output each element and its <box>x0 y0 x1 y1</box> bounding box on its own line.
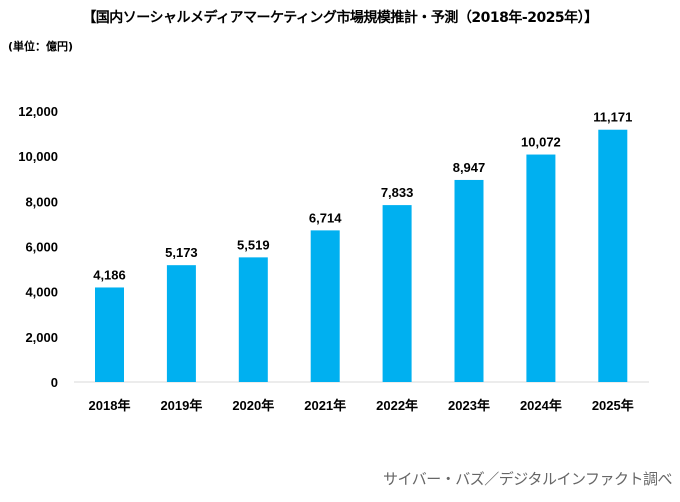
data-label: 6,714 <box>309 210 342 225</box>
data-label: 4,186 <box>93 267 126 282</box>
bar-2021年 <box>310 230 340 382</box>
x-tick-label: 2018年 <box>89 398 131 413</box>
unit-label: (単位：億円) <box>8 40 74 53</box>
y-tick-label: 8,000 <box>25 194 58 209</box>
x-tick-label: 2020年 <box>232 398 274 413</box>
data-label: 8,947 <box>453 160 486 175</box>
y-tick-label: 2,000 <box>25 330 58 345</box>
bar-2025年 <box>598 129 628 382</box>
data-label: 11,171 <box>593 110 632 125</box>
chart-title: 【国内ソーシャルメディアマーケティング市場規模推計・予測（2018年-2025年… <box>82 10 598 26</box>
data-label: 5,173 <box>165 245 198 260</box>
y-tick-label: 6,000 <box>25 240 58 255</box>
bar-2023年 <box>454 179 484 382</box>
data-label: 7,833 <box>381 185 414 200</box>
source-note: サイバー・バズ／デジタルインファクト調べ <box>383 470 672 488</box>
x-tick-label: 2025年 <box>592 398 634 413</box>
data-label: 5,519 <box>237 237 270 252</box>
bar-2024年 <box>526 154 556 382</box>
bar-2018年 <box>95 287 124 382</box>
x-tick-label: 2021年 <box>304 398 346 413</box>
y-tick-label: 12,000 <box>18 104 58 119</box>
bar-2019年 <box>166 265 196 382</box>
data-label: 10,072 <box>521 135 561 150</box>
bar-2022年 <box>382 205 412 382</box>
x-tick-label: 2024年 <box>520 398 562 413</box>
y-tick-label: 4,000 <box>25 285 58 300</box>
y-tick-label: 0 <box>51 375 58 390</box>
x-tick-label: 2023年 <box>448 398 490 413</box>
bar-2020年 <box>238 257 268 382</box>
y-tick-label: 10,000 <box>18 149 58 164</box>
x-tick-label: 2019年 <box>160 398 202 413</box>
x-tick-label: 2022年 <box>376 398 418 413</box>
